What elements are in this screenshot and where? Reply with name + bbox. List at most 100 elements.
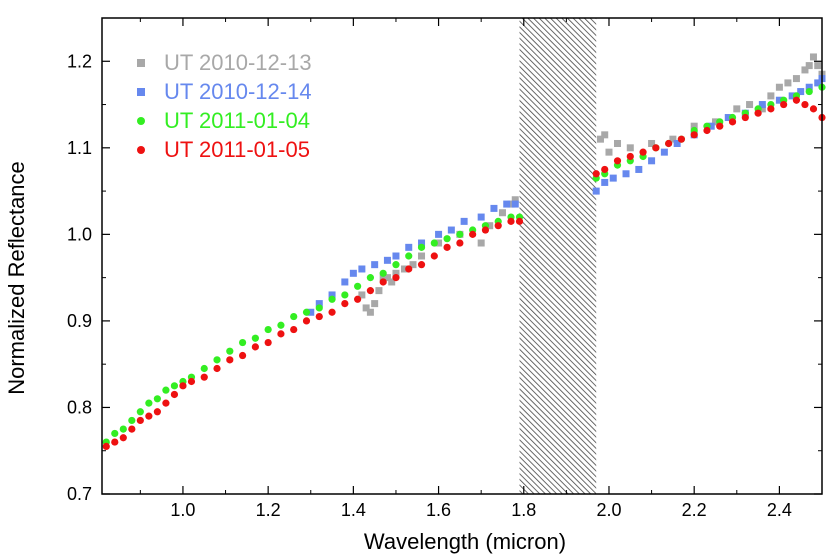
x-tick-label: 1.4 xyxy=(341,500,366,520)
data-point xyxy=(601,165,609,174)
data-point xyxy=(741,113,749,122)
data-point xyxy=(170,382,179,390)
data-point xyxy=(128,416,136,425)
legend: UT 2010-12-13 UT 2010-12-14 UT 2011-01-04 U… xyxy=(137,50,312,162)
data-point xyxy=(690,131,698,139)
data-point xyxy=(626,144,634,152)
data-point xyxy=(486,222,494,230)
data-point xyxy=(507,200,515,208)
data-point xyxy=(366,287,375,295)
data-point xyxy=(430,252,438,260)
data-point xyxy=(354,282,362,290)
data-point xyxy=(119,425,127,433)
data-point xyxy=(733,105,741,113)
data-point xyxy=(358,291,366,299)
data-point xyxy=(456,239,464,247)
data-point xyxy=(716,122,724,130)
data-point xyxy=(136,408,144,416)
data-point xyxy=(136,416,144,425)
data-point xyxy=(592,170,600,178)
data-point xyxy=(153,408,161,416)
data-point xyxy=(797,88,805,96)
data-point xyxy=(601,178,609,186)
data-point xyxy=(711,118,719,126)
data-point xyxy=(379,278,387,286)
data-point xyxy=(447,226,455,234)
data-point xyxy=(290,325,298,334)
data-point xyxy=(639,148,647,156)
data-point xyxy=(622,170,630,178)
data-point xyxy=(328,295,336,303)
y-tick-label: 0.9 xyxy=(67,311,92,331)
data-point xyxy=(371,261,379,269)
data-point xyxy=(648,157,656,165)
x-tick-label: 2.4 xyxy=(767,500,792,520)
data-point xyxy=(366,274,375,282)
data-point xyxy=(153,395,161,403)
data-points-layer xyxy=(102,53,826,450)
y-tick-label: 1.1 xyxy=(67,138,92,158)
data-point xyxy=(792,75,800,83)
plot-frame xyxy=(101,17,823,495)
data-point xyxy=(805,83,813,91)
data-point xyxy=(707,122,715,130)
data-point xyxy=(392,252,400,260)
data-point xyxy=(328,291,336,299)
data-point xyxy=(673,139,681,147)
data-point xyxy=(379,269,387,277)
data-point xyxy=(635,165,643,173)
data-point xyxy=(417,261,426,269)
data-point xyxy=(443,235,451,243)
data-point xyxy=(200,373,208,381)
legend-item: UT 2010-12-13 xyxy=(137,50,312,75)
legend-label: UT 2011-01-05 xyxy=(164,137,310,162)
data-point xyxy=(251,334,259,342)
data-point xyxy=(200,364,208,373)
data-point xyxy=(690,122,698,130)
data-point xyxy=(481,226,490,234)
data-point xyxy=(417,243,426,251)
data-point xyxy=(758,101,766,109)
data-point xyxy=(119,434,127,442)
y-tick-label: 1.2 xyxy=(67,51,92,71)
data-point xyxy=(775,83,783,91)
x-tick-label: 1.8 xyxy=(511,500,536,520)
data-point xyxy=(392,261,400,269)
data-point xyxy=(375,287,383,295)
data-point xyxy=(302,317,311,325)
legend-marker xyxy=(137,117,145,125)
data-point xyxy=(392,269,400,277)
data-point xyxy=(511,200,519,208)
data-point xyxy=(379,274,387,282)
data-point xyxy=(469,230,477,238)
series-4 xyxy=(102,96,826,450)
legend-label: UT 2011-01-04 xyxy=(164,108,310,133)
data-point xyxy=(456,230,464,238)
data-point xyxy=(213,364,221,373)
data-point xyxy=(111,429,119,438)
data-point xyxy=(179,382,187,390)
data-point xyxy=(605,148,613,156)
legend-item: UT 2011-01-05 xyxy=(137,137,310,162)
excluded-band-layer xyxy=(519,18,597,494)
data-point xyxy=(418,252,426,260)
data-point xyxy=(515,217,524,225)
data-point xyxy=(669,135,677,143)
data-point xyxy=(809,53,817,61)
data-point xyxy=(805,62,813,70)
x-axis-label: Wavelength (micron) xyxy=(364,529,566,554)
data-point xyxy=(609,174,617,182)
data-point xyxy=(703,126,711,135)
x-tick-label: 2.0 xyxy=(596,500,621,520)
data-point xyxy=(677,135,686,143)
data-point xyxy=(371,300,379,308)
data-point xyxy=(405,265,413,273)
data-point xyxy=(443,243,451,251)
data-point xyxy=(775,96,783,104)
x-tick-label: 1.0 xyxy=(170,500,195,520)
data-point xyxy=(814,79,822,87)
data-point xyxy=(400,265,408,273)
data-point xyxy=(758,105,766,113)
data-point xyxy=(728,118,737,126)
legend-item: UT 2010-12-14 xyxy=(137,79,312,104)
